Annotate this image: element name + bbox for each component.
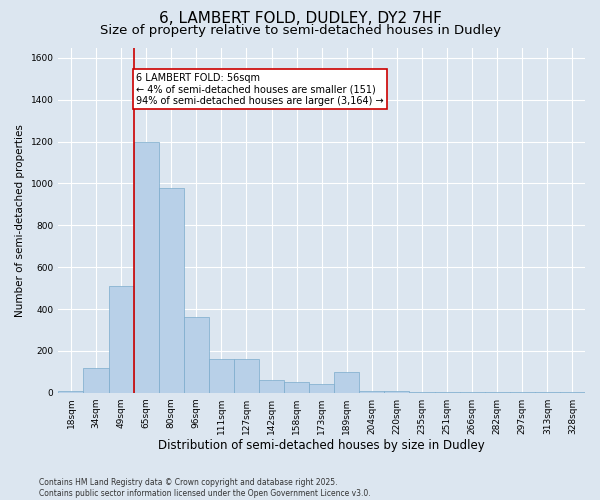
Bar (159, 188, 184, 392)
Bar (134, 142, 159, 392)
Bar (184, 318, 209, 392)
Bar (234, 359, 259, 392)
Text: Contains HM Land Registry data © Crown copyright and database right 2025.
Contai: Contains HM Land Registry data © Crown c… (39, 478, 371, 498)
Bar (83, 368, 109, 392)
Y-axis label: Number of semi-detached properties: Number of semi-detached properties (15, 124, 25, 316)
X-axis label: Distribution of semi-detached houses by size in Dudley: Distribution of semi-detached houses by … (158, 440, 485, 452)
Bar (284, 382, 309, 392)
Bar (209, 359, 234, 392)
Text: 6, LAMBERT FOLD, DUDLEY, DY2 7HF: 6, LAMBERT FOLD, DUDLEY, DY2 7HF (158, 11, 442, 26)
Bar (309, 384, 334, 392)
Bar (385, 390, 409, 392)
Text: 6 LAMBERT FOLD: 56sqm
← 4% of semi-detached houses are smaller (151)
94% of semi: 6 LAMBERT FOLD: 56sqm ← 4% of semi-detac… (136, 72, 384, 106)
Bar (259, 380, 284, 392)
Bar (58, 390, 83, 392)
Bar (359, 390, 385, 392)
Text: Size of property relative to semi-detached houses in Dudley: Size of property relative to semi-detach… (100, 24, 500, 37)
Bar (109, 286, 134, 393)
Bar (334, 372, 359, 392)
